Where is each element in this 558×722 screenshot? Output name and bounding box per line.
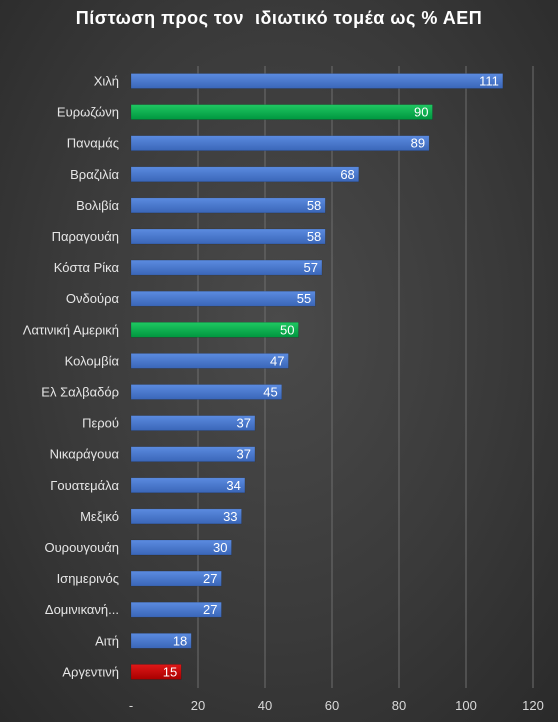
x-tick-label: 40 (258, 698, 272, 713)
data-label: 30 (213, 540, 227, 555)
data-label: 111 (479, 74, 499, 89)
x-tick-label: 120 (522, 698, 544, 713)
category-label: Χιλή (94, 74, 119, 89)
category-label: Ευρωζώνη (57, 105, 119, 120)
data-label: 50 (280, 322, 294, 337)
data-label: 89 (411, 136, 425, 151)
bar (130, 633, 192, 649)
x-tick-label: - (129, 698, 133, 713)
bar (130, 322, 299, 338)
bar (130, 508, 242, 525)
data-label: 37 (236, 416, 250, 431)
x-tick-label: 60 (325, 698, 339, 713)
data-label: 37 (236, 447, 250, 462)
category-label: Βραζιλία (70, 167, 119, 182)
bar (130, 415, 256, 431)
category-label: Κόστα Ρίκα (54, 260, 120, 275)
data-label: 68 (340, 167, 354, 182)
category-label: Αργεντινή (62, 664, 119, 679)
data-label: 55 (297, 291, 311, 306)
category-label: Ισημερινός (57, 571, 119, 586)
bar (130, 73, 504, 89)
category-label: Νικαράγουα (50, 447, 120, 462)
chart-title: Πίστωση προς τον ιδιωτικό τομέα ως % ΑΕΠ (75, 8, 483, 28)
data-label: 15 (163, 664, 177, 679)
category-label: Περού (82, 416, 119, 431)
bar (130, 290, 316, 307)
category-label: Παναμάς (67, 136, 119, 151)
bar (130, 166, 360, 183)
data-label: 57 (303, 260, 317, 275)
data-label: 45 (263, 385, 277, 400)
data-label: 58 (307, 198, 321, 213)
data-label: 58 (307, 229, 321, 244)
category-label: Αιτή (95, 633, 119, 648)
x-tick-label: 80 (392, 698, 406, 713)
bar (130, 446, 256, 462)
data-label: 34 (226, 478, 240, 493)
x-tick-label: 100 (455, 698, 477, 713)
category-label: Παραγουάη (52, 229, 119, 244)
category-label: Γουατεμάλα (50, 478, 119, 493)
bar (130, 104, 433, 120)
category-label: Ελ Σαλβαδόρ (41, 385, 119, 400)
category-label: Λατινική Αμερική (23, 322, 119, 337)
bar (130, 384, 282, 400)
bar (130, 601, 222, 618)
x-tick-label: 20 (191, 698, 205, 713)
bar (130, 477, 246, 494)
category-label: Βολιβία (76, 198, 119, 213)
bar (130, 353, 289, 369)
bar (130, 228, 326, 245)
bar (130, 570, 222, 587)
bar (130, 197, 326, 214)
category-label: Δομινικανή... (45, 602, 119, 617)
bar (130, 664, 182, 680)
category-label: Ουρουγουάη (44, 540, 119, 555)
data-label: 47 (270, 353, 284, 368)
bar (130, 135, 430, 151)
data-label: 27 (203, 602, 217, 617)
data-label: 33 (223, 509, 237, 524)
category-label: Μεξικό (80, 509, 119, 524)
category-label: Κολομβία (65, 353, 120, 368)
category-label: Ονδούρα (66, 291, 120, 306)
data-label: 27 (203, 571, 217, 586)
data-label: 90 (414, 105, 428, 120)
data-label: 18 (173, 633, 187, 648)
bar (130, 539, 232, 556)
bar (130, 259, 323, 276)
